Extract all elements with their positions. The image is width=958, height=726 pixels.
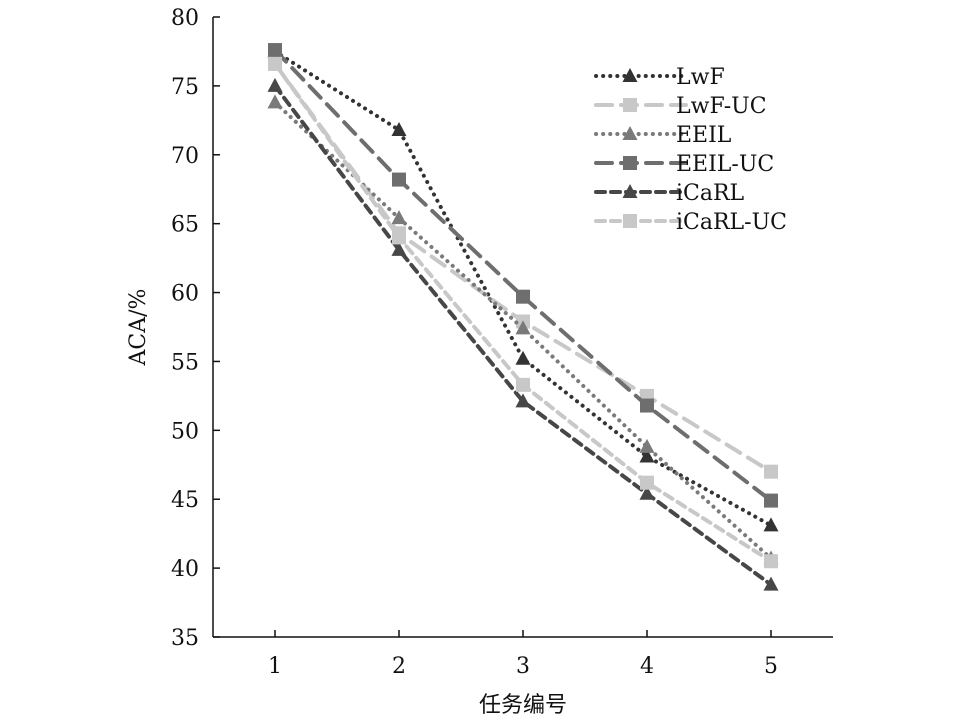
data-point-icarl xyxy=(763,576,779,591)
data-point-eeil-uc xyxy=(640,398,654,413)
data-point-icarl-uc xyxy=(516,377,530,392)
y-tick-label: 35 xyxy=(171,626,199,651)
data-point-icarl xyxy=(515,393,531,408)
y-tick-label: 75 xyxy=(171,75,199,100)
y-tick-label: 45 xyxy=(171,488,199,513)
y-tick-label: 80 xyxy=(171,6,199,31)
legend-marker-eeil xyxy=(622,126,638,140)
data-point-icarl xyxy=(267,77,283,92)
legend-label-eeil: EEIL xyxy=(676,123,732,148)
data-point-lwf-uc xyxy=(764,464,778,479)
x-tick-label: 5 xyxy=(764,654,778,679)
data-point-eeil xyxy=(391,210,407,225)
x-tick-label: 1 xyxy=(268,654,282,679)
y-tick-label: 70 xyxy=(171,144,199,169)
data-point-icarl xyxy=(639,485,655,500)
series-line-lwf xyxy=(273,49,773,528)
y-tick-label: 65 xyxy=(171,213,199,238)
data-point-lwf xyxy=(391,121,407,136)
data-point-eeil xyxy=(515,320,531,335)
legend-label-icarl-uc: iCaRL-UC xyxy=(676,210,787,235)
legend-marker-lwf-uc xyxy=(623,98,637,112)
y-tick-label: 55 xyxy=(171,350,199,375)
x-tick-label: 2 xyxy=(392,654,406,679)
y-axis-label: ACA/% xyxy=(126,289,151,367)
data-point-icarl-uc xyxy=(640,475,654,490)
data-point-lwf xyxy=(515,350,531,365)
series-icarl-uc xyxy=(268,56,778,569)
y-tick-label: 60 xyxy=(171,282,199,307)
legend-marker-lwf xyxy=(622,68,638,82)
data-point-lwf xyxy=(639,448,655,463)
legend: LwF LwF-UC EEIL EEIL-UC iCaRL iCaRL-UC xyxy=(594,65,787,235)
data-point-eeil-uc xyxy=(268,43,282,58)
series-eeil-uc xyxy=(268,43,778,508)
data-point-eeil xyxy=(267,94,283,109)
data-point-icarl-uc xyxy=(268,56,282,71)
legend-label-eeil-uc: EEIL-UC xyxy=(676,152,774,177)
legend-marker-icarl xyxy=(622,184,638,198)
data-point-icarl xyxy=(391,241,407,256)
series-icarl xyxy=(267,77,779,591)
legend-label-icarl: iCaRL xyxy=(676,181,745,206)
series-lwf-uc xyxy=(268,56,778,479)
y-tick-label: 40 xyxy=(171,557,199,582)
series-line-icarl xyxy=(273,83,773,587)
x-axis-label: 任务编号 xyxy=(479,693,567,718)
data-point-eeil-uc xyxy=(764,493,778,508)
data-point-eeil-uc xyxy=(516,289,530,304)
data-point-icarl-uc xyxy=(764,554,778,569)
legend-marker-icarl-uc xyxy=(623,214,637,228)
x-tick-label: 4 xyxy=(640,654,654,679)
data-point-eeil xyxy=(639,438,655,453)
data-point-eeil-uc xyxy=(392,172,406,187)
legend-label-lwf: LwF xyxy=(676,65,725,90)
data-point-icarl-uc xyxy=(392,230,406,245)
legend-marker-eeil-uc xyxy=(623,156,637,170)
legend-label-lwf-uc: LwF-UC xyxy=(676,94,767,119)
data-point-lwf xyxy=(763,517,779,532)
x-tick-label: 3 xyxy=(516,654,530,679)
y-tick-label: 50 xyxy=(171,419,199,444)
